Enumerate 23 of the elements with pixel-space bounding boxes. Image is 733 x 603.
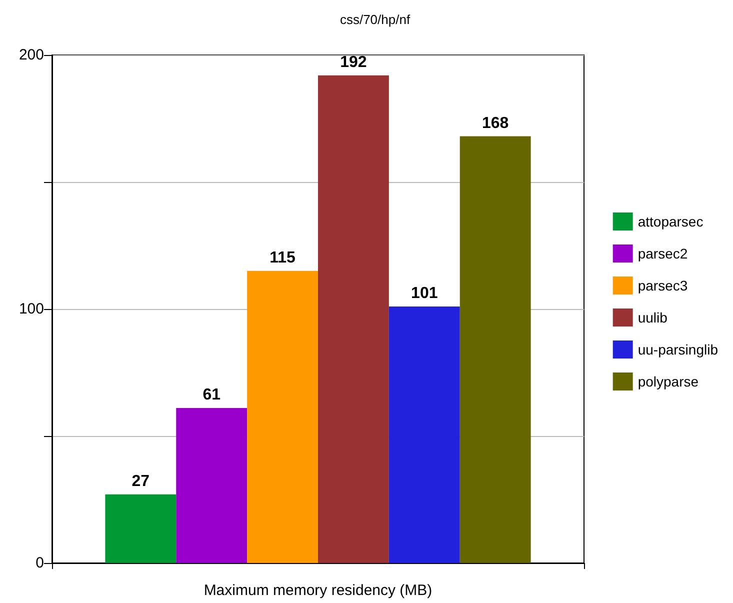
data-label: 27 [132, 472, 150, 490]
legend-label: parsec3 [638, 278, 688, 294]
bar [460, 136, 531, 563]
bar [247, 270, 318, 563]
data-label: 115 [270, 249, 296, 266]
x-axis-title: Maximum memory residency (MB) [204, 582, 432, 599]
chart-title: css/70/hp/nf [340, 12, 410, 27]
legend-label: polyparse [638, 374, 699, 390]
legend-label: parsec2 [638, 246, 688, 262]
y-tick-label: 100 [18, 300, 44, 318]
bar [105, 494, 176, 563]
legend-label: uulib [638, 310, 668, 326]
legend-label: attoparsec [638, 214, 704, 230]
bar [176, 408, 248, 563]
y-tick-label: 0 [36, 554, 44, 572]
data-label: 101 [411, 284, 438, 302]
bar [388, 306, 460, 563]
y-tick-label: 200 [18, 46, 44, 64]
data-label: 192 [340, 54, 367, 71]
data-label: 61 [202, 386, 221, 404]
bar [318, 75, 389, 563]
data-label: 168 [482, 114, 509, 132]
legend-label: uu-parsinglib [638, 342, 718, 358]
